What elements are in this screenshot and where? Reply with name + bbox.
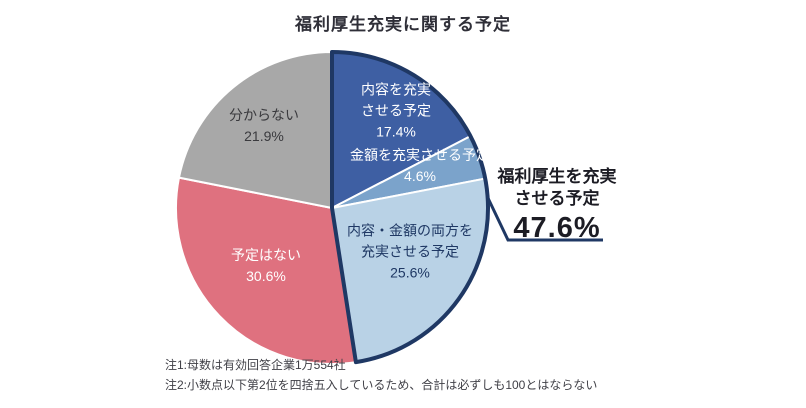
pie-slice-3 [174,176,357,365]
group-callout: 福利厚生を充実 させる予定 47.6% [497,166,617,245]
pie-slice-2 [331,177,490,364]
group-callout-value: 47.6% [513,212,601,244]
footnote-2: 注2:小数点以下第2位を四捨五入しているため、合計は必ずしも100とはならない [165,378,598,392]
chart-title: 福利厚生充実に関する予定 [295,15,511,34]
group-callout-label: 福利厚生を充実 させる予定 [497,167,617,208]
footnote-1: 注1:母数は有効回答企業1万554社 [165,358,346,372]
callout-connector-line [485,195,603,242]
pie-slice-4 [177,51,333,209]
pie-slices [174,51,490,365]
